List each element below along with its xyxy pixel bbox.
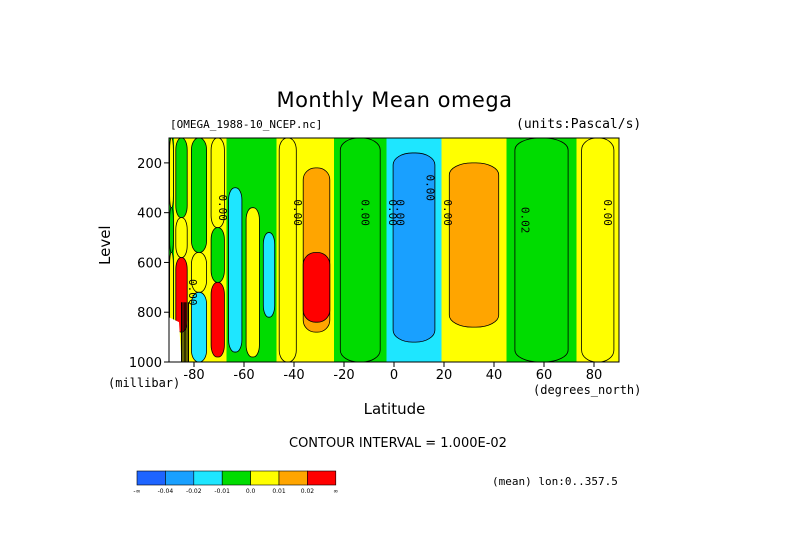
field-band (392, 152, 436, 343)
mean-label: (mean) lon:0..357.5 (492, 475, 618, 488)
contour-labels: 0.000.000.00 0.00 0.000.000.000.00 0.02 0.00 (186, 175, 614, 306)
x-tick-label: 20 (436, 368, 453, 383)
file-label: [OMEGA_1988-10_NCEP.nc] (170, 118, 323, 131)
contour-label: 0.00 (386, 199, 399, 226)
contour-fills (169, 137, 619, 363)
field-band (190, 137, 207, 253)
missing-region (169, 317, 182, 362)
x-tick-label: 60 (536, 368, 553, 383)
x-tick-label: 80 (586, 368, 603, 383)
field-band (210, 227, 225, 283)
contour-lines (181, 302, 189, 362)
field-band (339, 137, 381, 363)
field-band (228, 187, 243, 353)
contour-label: 0.02 (519, 207, 532, 234)
x-tick-label: 40 (486, 368, 503, 383)
contour-label: 0.00 (359, 199, 372, 226)
x-tick-label: -20 (333, 368, 354, 383)
contour-label: 0.00 (216, 194, 229, 221)
y-tick-label: 200 (137, 157, 162, 172)
contour-label: 0.00 (186, 279, 199, 306)
field-band (262, 232, 276, 318)
contour-label: 0.00 (601, 199, 614, 226)
y-tick-label: 600 (137, 256, 162, 271)
x-tick-label: -60 (233, 368, 254, 383)
field-band (302, 252, 331, 323)
contour-label: 0.00 (441, 199, 454, 226)
field-band (245, 207, 260, 358)
x-tick-label: 0 (390, 368, 398, 383)
field-band (514, 137, 569, 363)
axes: -80 -60 -40 -20 0 20 40 60 80 200 400 600 800 1000 (129, 137, 620, 383)
contour-label: 0.00 (424, 175, 437, 202)
field-band (448, 162, 500, 328)
contour-interval-label: CONTOUR INTERVAL = 1.000E-02 (289, 436, 507, 451)
field-band (210, 281, 225, 358)
contour-label: 0.00 (394, 199, 407, 226)
field-band (175, 217, 188, 258)
y-tick-label: 1000 (129, 356, 162, 371)
field-band (581, 137, 615, 363)
field-band (278, 137, 297, 363)
x-tick-label: -40 (283, 368, 304, 383)
x-tick-label: -80 (183, 368, 204, 383)
y-unit-label: (millibar) (108, 376, 181, 390)
x-unit-label: (degrees_north) (533, 383, 642, 397)
field-band (175, 137, 188, 219)
x-axis-label: Latitude (363, 400, 426, 418)
y-tick-label: 400 (137, 207, 162, 222)
field-band (169, 207, 174, 253)
y-tick-label: 800 (137, 306, 162, 321)
contour-label: 0.00 (291, 199, 304, 226)
y-axis-label: Level (96, 225, 114, 265)
chart-title: Monthly Mean omega (276, 88, 513, 112)
units-label: (units:Pascal/s) (516, 117, 642, 132)
field-band (169, 137, 174, 209)
